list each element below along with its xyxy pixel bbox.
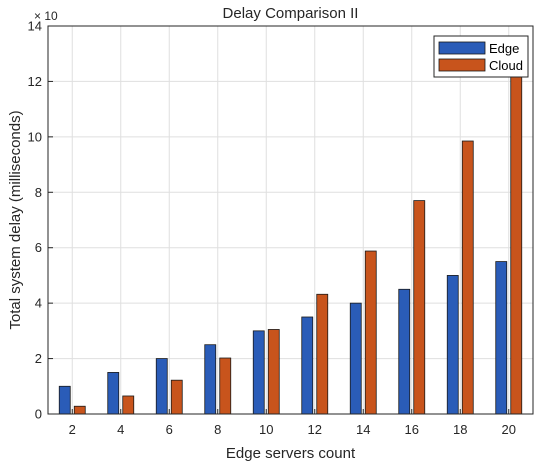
bar-edge <box>398 288 411 415</box>
y-tick-label: 2 <box>35 351 42 366</box>
x-tick-label: 6 <box>166 422 173 437</box>
bar-cloud <box>461 140 474 415</box>
bar-cloud <box>73 405 86 415</box>
x-tick-label: 14 <box>356 422 370 437</box>
bar-cloud <box>364 250 377 415</box>
bar-edge <box>204 344 217 415</box>
chart-title: Delay Comparison II <box>223 5 359 22</box>
y-tick-label: 8 <box>35 185 42 200</box>
bar-cloud <box>122 395 135 415</box>
bar-cloud <box>413 200 426 415</box>
legend-swatch-cloud <box>438 58 486 72</box>
y-tick-label: 10 <box>28 129 42 144</box>
x-tick-label: 2 <box>69 422 76 437</box>
y-tick-label: 0 <box>35 407 42 422</box>
x-tick-label: 12 <box>308 422 322 437</box>
bar-edge <box>301 316 314 415</box>
bar-edge <box>58 385 71 415</box>
legend-label-cloud: Cloud <box>489 58 523 73</box>
bar-edge <box>107 372 120 415</box>
legend-label-edge: Edge <box>489 41 519 56</box>
bar-edge <box>446 275 459 415</box>
bars-group <box>58 69 523 415</box>
x-tick-label: 8 <box>214 422 221 437</box>
y-tick-label: 14 <box>28 19 42 34</box>
axis-ticks: 0 2 4 6 8 10 12 14 2 4 6 8 10 12 14 16 18 20 <box>28 19 516 438</box>
y-tick-label: 12 <box>28 74 42 89</box>
bar-cloud <box>219 357 232 415</box>
y-tick-label: 6 <box>35 240 42 255</box>
bar-edge <box>252 330 265 415</box>
bar-edge <box>349 302 362 415</box>
x-tick-label: 4 <box>117 422 124 437</box>
y-axis-multiplier: × 10 <box>34 9 58 23</box>
bar-cloud <box>267 329 280 415</box>
x-tick-label: 18 <box>453 422 467 437</box>
y-tick-label: 4 <box>35 296 42 311</box>
y-axis-label: Total system delay (milliseconds) <box>7 110 24 329</box>
x-tick-label: 16 <box>405 422 419 437</box>
bar-cloud <box>316 293 329 415</box>
legend-swatch-edge <box>438 41 486 55</box>
plot-frame <box>47 25 534 415</box>
bar-edge <box>155 358 168 415</box>
x-axis-label: Edge servers count <box>226 445 356 462</box>
bar-cloud <box>510 69 523 415</box>
x-tick-label: 20 <box>502 422 516 437</box>
legend: Edge Cloud <box>433 35 529 78</box>
bar-cloud <box>170 379 183 415</box>
bar-edge <box>495 261 508 415</box>
x-tick-label: 10 <box>259 422 273 437</box>
